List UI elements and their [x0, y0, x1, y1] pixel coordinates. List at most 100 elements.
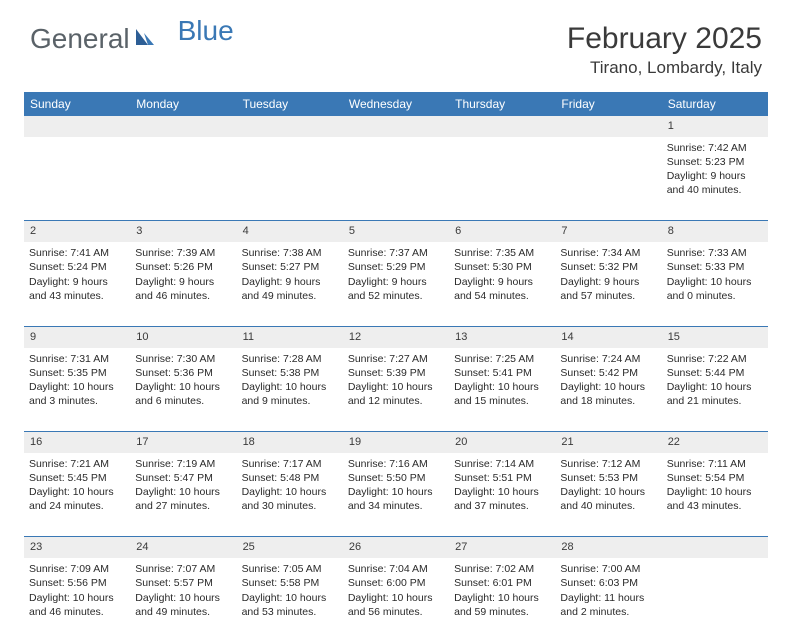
calendar-table: SundayMondayTuesdayWednesdayThursdayFrid… — [24, 92, 768, 642]
day-cell: Sunrise: 7:28 AMSunset: 5:38 PMDaylight:… — [237, 348, 343, 432]
weekday-header: Wednesday — [343, 92, 449, 116]
sunset-line: Sunset: 6:01 PM — [454, 576, 550, 590]
day-cell: Sunrise: 7:25 AMSunset: 5:41 PMDaylight:… — [449, 348, 555, 432]
sunrise-line: Sunrise: 7:00 AM — [560, 562, 656, 576]
day-cell: Sunrise: 7:19 AMSunset: 5:47 PMDaylight:… — [130, 453, 236, 537]
day-cell: Sunrise: 7:04 AMSunset: 6:00 PMDaylight:… — [343, 558, 449, 642]
week-row: Sunrise: 7:31 AMSunset: 5:35 PMDaylight:… — [24, 348, 768, 432]
day-number-row: 1 — [24, 116, 768, 137]
day-number-cell: 22 — [662, 432, 768, 453]
sunrise-line: Sunrise: 7:24 AM — [560, 352, 656, 366]
daylight-line: Daylight: 10 hours and 59 minutes. — [454, 591, 550, 619]
day-number-cell: 14 — [555, 326, 661, 347]
week-row: Sunrise: 7:09 AMSunset: 5:56 PMDaylight:… — [24, 558, 768, 642]
day-cell: Sunrise: 7:00 AMSunset: 6:03 PMDaylight:… — [555, 558, 661, 642]
day-number-cell: 12 — [343, 326, 449, 347]
day-number-cell: 16 — [24, 432, 130, 453]
title-block: February 2025 Tirano, Lombardy, Italy — [567, 22, 762, 78]
sunrise-line: Sunrise: 7:09 AM — [29, 562, 125, 576]
sunrise-line: Sunrise: 7:04 AM — [348, 562, 444, 576]
day-cell: Sunrise: 7:21 AMSunset: 5:45 PMDaylight:… — [24, 453, 130, 537]
day-number-cell: 10 — [130, 326, 236, 347]
daylight-line: Daylight: 10 hours and 21 minutes. — [667, 380, 763, 408]
day-number-cell: 26 — [343, 537, 449, 558]
day-number-cell — [343, 116, 449, 137]
day-number-cell: 18 — [237, 432, 343, 453]
day-cell: Sunrise: 7:42 AMSunset: 5:23 PMDaylight:… — [662, 137, 768, 221]
day-number-cell: 27 — [449, 537, 555, 558]
day-cell: Sunrise: 7:27 AMSunset: 5:39 PMDaylight:… — [343, 348, 449, 432]
sunrise-line: Sunrise: 7:38 AM — [242, 246, 338, 260]
day-number-cell — [130, 116, 236, 137]
sunset-line: Sunset: 5:26 PM — [135, 260, 231, 274]
logo-sail-icon — [134, 22, 156, 54]
daylight-line: Daylight: 10 hours and 37 minutes. — [454, 485, 550, 513]
weekday-header: Friday — [555, 92, 661, 116]
sunset-line: Sunset: 5:39 PM — [348, 366, 444, 380]
day-number-cell: 17 — [130, 432, 236, 453]
day-cell: Sunrise: 7:11 AMSunset: 5:54 PMDaylight:… — [662, 453, 768, 537]
day-cell: Sunrise: 7:16 AMSunset: 5:50 PMDaylight:… — [343, 453, 449, 537]
sunset-line: Sunset: 5:44 PM — [667, 366, 763, 380]
sunrise-line: Sunrise: 7:33 AM — [667, 246, 763, 260]
sunset-line: Sunset: 5:33 PM — [667, 260, 763, 274]
day-number-cell — [555, 116, 661, 137]
sunrise-line: Sunrise: 7:21 AM — [29, 457, 125, 471]
day-number-row: 9101112131415 — [24, 326, 768, 347]
day-number-cell: 20 — [449, 432, 555, 453]
daylight-line: Daylight: 9 hours and 54 minutes. — [454, 275, 550, 303]
daylight-line: Daylight: 10 hours and 46 minutes. — [29, 591, 125, 619]
daylight-line: Daylight: 10 hours and 12 minutes. — [348, 380, 444, 408]
month-title: February 2025 — [567, 22, 762, 56]
sunset-line: Sunset: 5:24 PM — [29, 260, 125, 274]
day-cell: Sunrise: 7:39 AMSunset: 5:26 PMDaylight:… — [130, 242, 236, 326]
sunset-line: Sunset: 5:54 PM — [667, 471, 763, 485]
sunrise-line: Sunrise: 7:22 AM — [667, 352, 763, 366]
day-number-cell: 5 — [343, 221, 449, 242]
sunrise-line: Sunrise: 7:11 AM — [667, 457, 763, 471]
daylight-line: Daylight: 10 hours and 27 minutes. — [135, 485, 231, 513]
day-number-cell — [237, 116, 343, 137]
week-row: Sunrise: 7:41 AMSunset: 5:24 PMDaylight:… — [24, 242, 768, 326]
day-number-cell: 9 — [24, 326, 130, 347]
day-number-row: 232425262728 — [24, 537, 768, 558]
day-number-cell: 1 — [662, 116, 768, 137]
day-cell: Sunrise: 7:09 AMSunset: 5:56 PMDaylight:… — [24, 558, 130, 642]
weekday-header-row: SundayMondayTuesdayWednesdayThursdayFrid… — [24, 92, 768, 116]
sunrise-line: Sunrise: 7:02 AM — [454, 562, 550, 576]
day-number-cell — [662, 537, 768, 558]
day-cell: Sunrise: 7:37 AMSunset: 5:29 PMDaylight:… — [343, 242, 449, 326]
daylight-line: Daylight: 10 hours and 24 minutes. — [29, 485, 125, 513]
day-cell: Sunrise: 7:12 AMSunset: 5:53 PMDaylight:… — [555, 453, 661, 537]
daylight-line: Daylight: 10 hours and 40 minutes. — [560, 485, 656, 513]
sunset-line: Sunset: 5:58 PM — [242, 576, 338, 590]
daylight-line: Daylight: 9 hours and 49 minutes. — [242, 275, 338, 303]
daylight-line: Daylight: 11 hours and 2 minutes. — [560, 591, 656, 619]
week-row: Sunrise: 7:42 AMSunset: 5:23 PMDaylight:… — [24, 137, 768, 221]
daylight-line: Daylight: 9 hours and 46 minutes. — [135, 275, 231, 303]
day-cell — [449, 137, 555, 221]
day-cell — [24, 137, 130, 221]
sunrise-line: Sunrise: 7:28 AM — [242, 352, 338, 366]
day-number-cell: 25 — [237, 537, 343, 558]
day-number-cell: 13 — [449, 326, 555, 347]
daylight-line: Daylight: 10 hours and 53 minutes. — [242, 591, 338, 619]
sunset-line: Sunset: 5:41 PM — [454, 366, 550, 380]
sunrise-line: Sunrise: 7:12 AM — [560, 457, 656, 471]
sunrise-line: Sunrise: 7:31 AM — [29, 352, 125, 366]
daylight-line: Daylight: 10 hours and 6 minutes. — [135, 380, 231, 408]
sunset-line: Sunset: 5:48 PM — [242, 471, 338, 485]
sunset-line: Sunset: 5:23 PM — [667, 155, 763, 169]
sunset-line: Sunset: 5:29 PM — [348, 260, 444, 274]
week-row: Sunrise: 7:21 AMSunset: 5:45 PMDaylight:… — [24, 453, 768, 537]
weekday-header: Sunday — [24, 92, 130, 116]
day-cell: Sunrise: 7:14 AMSunset: 5:51 PMDaylight:… — [449, 453, 555, 537]
day-cell — [555, 137, 661, 221]
weekday-header: Thursday — [449, 92, 555, 116]
sunset-line: Sunset: 5:50 PM — [348, 471, 444, 485]
sunset-line: Sunset: 6:03 PM — [560, 576, 656, 590]
day-number-cell: 2 — [24, 221, 130, 242]
weekday-header: Saturday — [662, 92, 768, 116]
sunset-line: Sunset: 5:36 PM — [135, 366, 231, 380]
logo: General Blue — [30, 22, 234, 56]
